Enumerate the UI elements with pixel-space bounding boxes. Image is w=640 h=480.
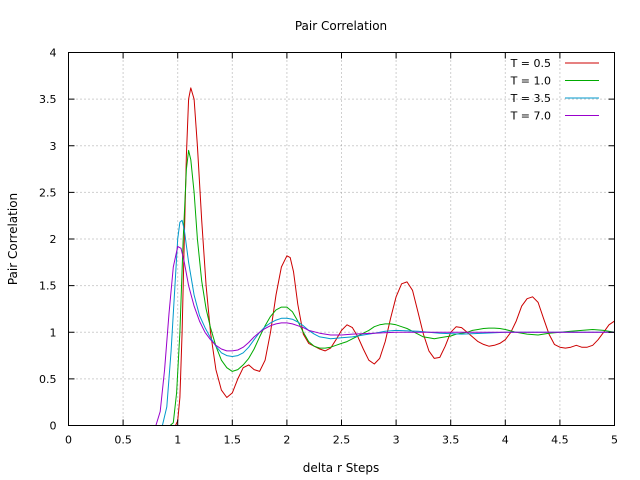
y-tick-label: 0 — [50, 420, 57, 433]
legend-label: T = 0.5 — [510, 57, 551, 70]
chart-title: Pair Correlation — [295, 19, 387, 33]
x-tick-label: 3 — [393, 434, 400, 447]
series-line — [68, 246, 615, 426]
y-tick-label: 2 — [50, 233, 57, 246]
x-tick-label: 0.5 — [114, 434, 132, 447]
series-line — [68, 149, 615, 426]
y-tick-label: 4 — [50, 47, 57, 60]
x-tick-label: 4.5 — [551, 434, 569, 447]
x-tick-label: 5 — [611, 434, 618, 447]
y-axis-label: Pair Correlation — [6, 193, 20, 285]
x-tick-label: 2.5 — [333, 434, 351, 447]
y-tick-label: 2.5 — [39, 186, 57, 199]
y-tick-label: 3.5 — [39, 93, 57, 106]
x-tick-label: 2 — [283, 434, 290, 447]
axis-ticks: 0 0.5 1 1.5 2 2.5 3 3.5 4 4.5 5 0 0.5 1 1.5 2 2.5 3 3.5 4 — [39, 47, 618, 447]
x-tick-label: 1.5 — [224, 434, 242, 447]
x-tick-label: 3.5 — [442, 434, 460, 447]
x-tick-label: 4 — [502, 434, 509, 447]
legend-label: T = 1.0 — [510, 75, 551, 88]
x-axis-label: delta r Steps — [303, 461, 380, 475]
legend-label: T = 3.5 — [510, 92, 551, 105]
legend-label: T = 7.0 — [510, 110, 551, 123]
series-lines — [68, 87, 615, 426]
y-tick-label: 3 — [50, 140, 57, 153]
legend: T = 0.5 T = 1.0 T = 3.5 T = 7.0 — [510, 57, 599, 123]
grid-lines — [68, 52, 615, 426]
y-tick-label: 1 — [50, 326, 57, 339]
x-tick-label: 1 — [174, 434, 181, 447]
y-tick-label: 1.5 — [39, 280, 57, 293]
series-line — [68, 87, 615, 426]
y-tick-label: 0.5 — [39, 373, 57, 386]
x-tick-label: 0 — [65, 434, 72, 447]
